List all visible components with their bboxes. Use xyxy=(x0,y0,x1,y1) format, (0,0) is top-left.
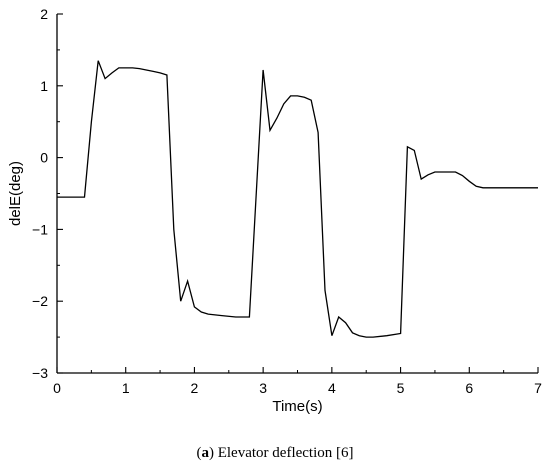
x-tick-label: 3 xyxy=(259,380,267,396)
x-axis-title: Time(s) xyxy=(272,398,322,415)
x-tick-label: 4 xyxy=(328,380,336,396)
y-tick-label: 1 xyxy=(40,78,48,94)
caption-label: a xyxy=(201,445,209,461)
series-line xyxy=(57,60,538,338)
ticks: 0 1 2 3 4 5 6 7 −3 −2 −1 0 1 2 xyxy=(32,6,542,396)
x-tick-label: 6 xyxy=(465,380,473,396)
y-tick-label: −3 xyxy=(32,365,48,381)
x-tick-label: 0 xyxy=(53,380,61,396)
elevator-deflection-chart: 0 1 2 3 4 5 6 7 −3 −2 −1 0 1 2 Time(s) delE(deg) xyxy=(7,6,542,415)
y-tick-label: −2 xyxy=(32,293,48,309)
caption-text: ) Elevator deflection [6] xyxy=(208,445,354,461)
x-tick-label: 5 xyxy=(397,380,405,396)
x-tick-label: 2 xyxy=(191,380,199,396)
series xyxy=(57,60,538,338)
caption-open-paren: ( xyxy=(196,445,202,461)
y-tick-label: 0 xyxy=(40,150,48,166)
y-tick-label: 2 xyxy=(40,6,48,22)
x-tick-label: 7 xyxy=(534,380,542,396)
figure-caption: (a) Elevator deflection [6] xyxy=(0,445,550,462)
y-axis-title: delE(deg) xyxy=(7,161,24,226)
y-tick-label: −1 xyxy=(32,221,48,237)
x-tick-label: 1 xyxy=(122,380,130,396)
